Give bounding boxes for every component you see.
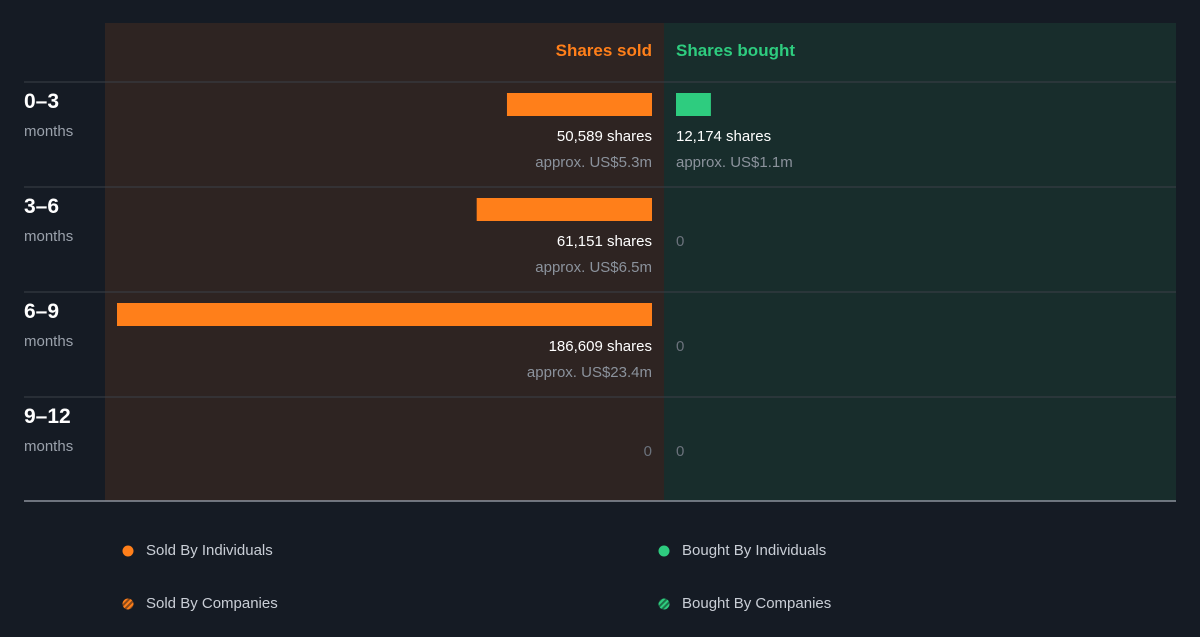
bought-panel: [664, 23, 1176, 501]
period-unit: months: [24, 438, 74, 455]
header-shares-bought: Shares bought: [676, 41, 796, 60]
sold-shares-label: 61,151 shares: [556, 233, 652, 250]
legend-bought-individuals-dot: [658, 545, 670, 557]
period-unit: months: [24, 333, 74, 350]
period-label: 3–6 months: [24, 195, 104, 246]
bought-zero-label: 0: [676, 443, 685, 460]
period-range: 6–9: [24, 300, 60, 323]
period-label: 0–3 months: [24, 90, 104, 141]
legend-sold-individuals-dot: [122, 545, 134, 557]
bar-sold: [476, 198, 652, 221]
period-label: 6–9 months: [24, 300, 104, 351]
legend-bought-companies-dot: [658, 598, 670, 610]
bar-sold: [506, 93, 652, 116]
period-range: 3–6: [24, 195, 60, 218]
sold-approx-label: approx. US$5.3m: [535, 154, 652, 171]
sold-zero-label: 0: [643, 443, 652, 460]
period-unit: months: [24, 123, 74, 140]
period-unit: months: [24, 228, 74, 245]
sold-shares-label: 186,609 shares: [548, 338, 652, 355]
bought-shares-label: 12,174 shares: [676, 128, 772, 145]
bars-group: [117, 93, 711, 326]
bar-sold: [117, 303, 652, 326]
legend-sold-companies-dot: [122, 598, 134, 610]
legend-sold-companies: Sold By Companies: [146, 595, 278, 612]
header-shares-sold: Shares sold: [555, 41, 652, 60]
sold-shares-label: 50,589 shares: [556, 128, 652, 145]
period-range: 0–3: [24, 90, 60, 113]
bar-bought: [676, 93, 711, 116]
legend-bought-companies: Bought By Companies: [682, 595, 832, 612]
period-label: 9–12 months: [24, 405, 104, 456]
legend-sold-individuals: Sold By Individuals: [146, 542, 273, 559]
bought-zero-label: 0: [676, 338, 685, 355]
legend-bought-individuals: Bought By Individuals: [682, 542, 827, 559]
bought-zero-label: 0: [676, 233, 685, 250]
period-range: 9–12: [24, 405, 71, 428]
sold-approx-label: approx. US$23.4m: [526, 364, 652, 381]
sold-approx-label: approx. US$6.5m: [535, 259, 652, 276]
bought-approx-label: approx. US$1.1m: [676, 154, 793, 171]
